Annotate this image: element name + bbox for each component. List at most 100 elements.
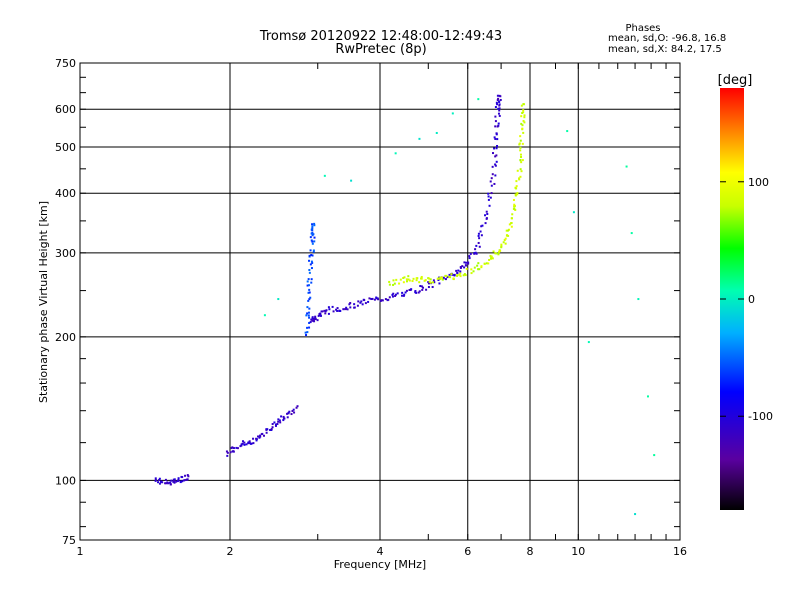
trace-point [505,234,508,237]
trace-point [432,279,435,282]
echo-point [477,98,480,101]
trace-point [345,306,348,309]
trace-point [407,278,410,281]
trace-point [266,428,269,431]
trace-point [324,310,327,313]
trace-point [488,204,491,207]
trace-point [386,299,389,302]
x-tick-label: 16 [673,545,687,558]
trace-point [421,288,424,291]
trace-point [287,411,290,414]
trace-point [357,300,360,303]
trace-point [308,259,311,262]
trace-point [523,121,526,124]
trace-point [457,269,460,272]
trace-point [498,107,501,110]
trace-point [498,104,501,107]
trace-point [273,421,276,424]
trace-point [468,255,471,258]
trace-point [368,297,371,300]
trace-point [438,282,441,285]
trace-point [521,112,524,115]
trace-point [243,443,246,446]
trace-point [492,152,495,155]
trace-point [521,159,524,162]
trace-point [498,250,501,253]
trace-point [410,288,413,291]
trace-point [414,290,417,293]
trace-point [307,314,310,317]
trace-point [473,266,476,269]
trace-point [520,104,523,107]
trace-point [523,116,526,119]
trace-point [402,294,405,297]
trace-point [229,451,232,454]
trace-point [353,306,356,309]
series-scattered-echoes [263,98,656,516]
trace-point [255,437,258,440]
trace-point [310,254,313,257]
trace-point [502,241,505,244]
trace-point [491,257,494,260]
x-axis-label: Frequency [MHz] [334,558,426,571]
trace-point [377,298,380,301]
trace-point [339,309,342,312]
echo-point [451,112,454,115]
trace-point [520,156,523,159]
trace-point [280,415,283,418]
trace-point [427,282,430,285]
trace-point [403,293,406,296]
trace-point [519,149,522,152]
trace-point [420,277,423,280]
trace-point [257,435,260,438]
trace-point [259,434,262,437]
trace-point [395,278,398,281]
trace-point [481,224,484,227]
trace-point [160,480,163,483]
trace-point [493,136,496,139]
trace-point [157,481,160,484]
trace-point [324,312,327,315]
trace-point [465,261,468,264]
trace-point [331,305,334,308]
trace-point [240,443,243,446]
y-axis-ticks: 75 100 200 300 400 500 600 750 [55,57,680,547]
trace-point [470,268,473,271]
trace-point [474,251,477,254]
trace-point [491,165,494,168]
trace-point [364,302,367,305]
trace-point [445,274,448,277]
trace-point [495,160,498,163]
trace-point [418,290,421,293]
trace-point [187,475,190,478]
trace-point [511,213,514,216]
trace-point [308,321,311,324]
trace-point [186,478,189,481]
phase-box-title: Phases [625,23,660,34]
trace-point [282,419,285,422]
trace-point [424,279,427,282]
series-o-mode-trace [154,94,502,486]
trace-point [269,428,272,431]
trace-point [328,308,331,311]
trace-point [451,273,454,276]
trace-point [286,416,289,419]
trace-point [494,164,497,167]
trace-point [308,288,311,291]
trace-point [516,193,519,196]
trace-point [442,276,445,279]
phase-stats-x: mean, sd,X: 84.2, 17.5 [608,44,722,55]
trace-point [439,278,442,281]
trace-point [308,316,311,319]
trace-point [520,122,523,125]
trace-point [499,249,502,252]
echo-point [587,341,590,344]
trace-point [236,447,239,450]
trace-point [522,109,525,112]
trace-point [478,268,481,271]
y-tick-label: 750 [55,57,76,70]
trace-point [519,168,522,171]
trace-point [375,296,378,299]
trace-point [172,480,175,483]
